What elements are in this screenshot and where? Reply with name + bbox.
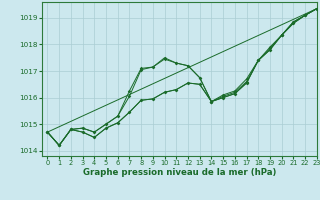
X-axis label: Graphe pression niveau de la mer (hPa): Graphe pression niveau de la mer (hPa) xyxy=(83,168,276,177)
